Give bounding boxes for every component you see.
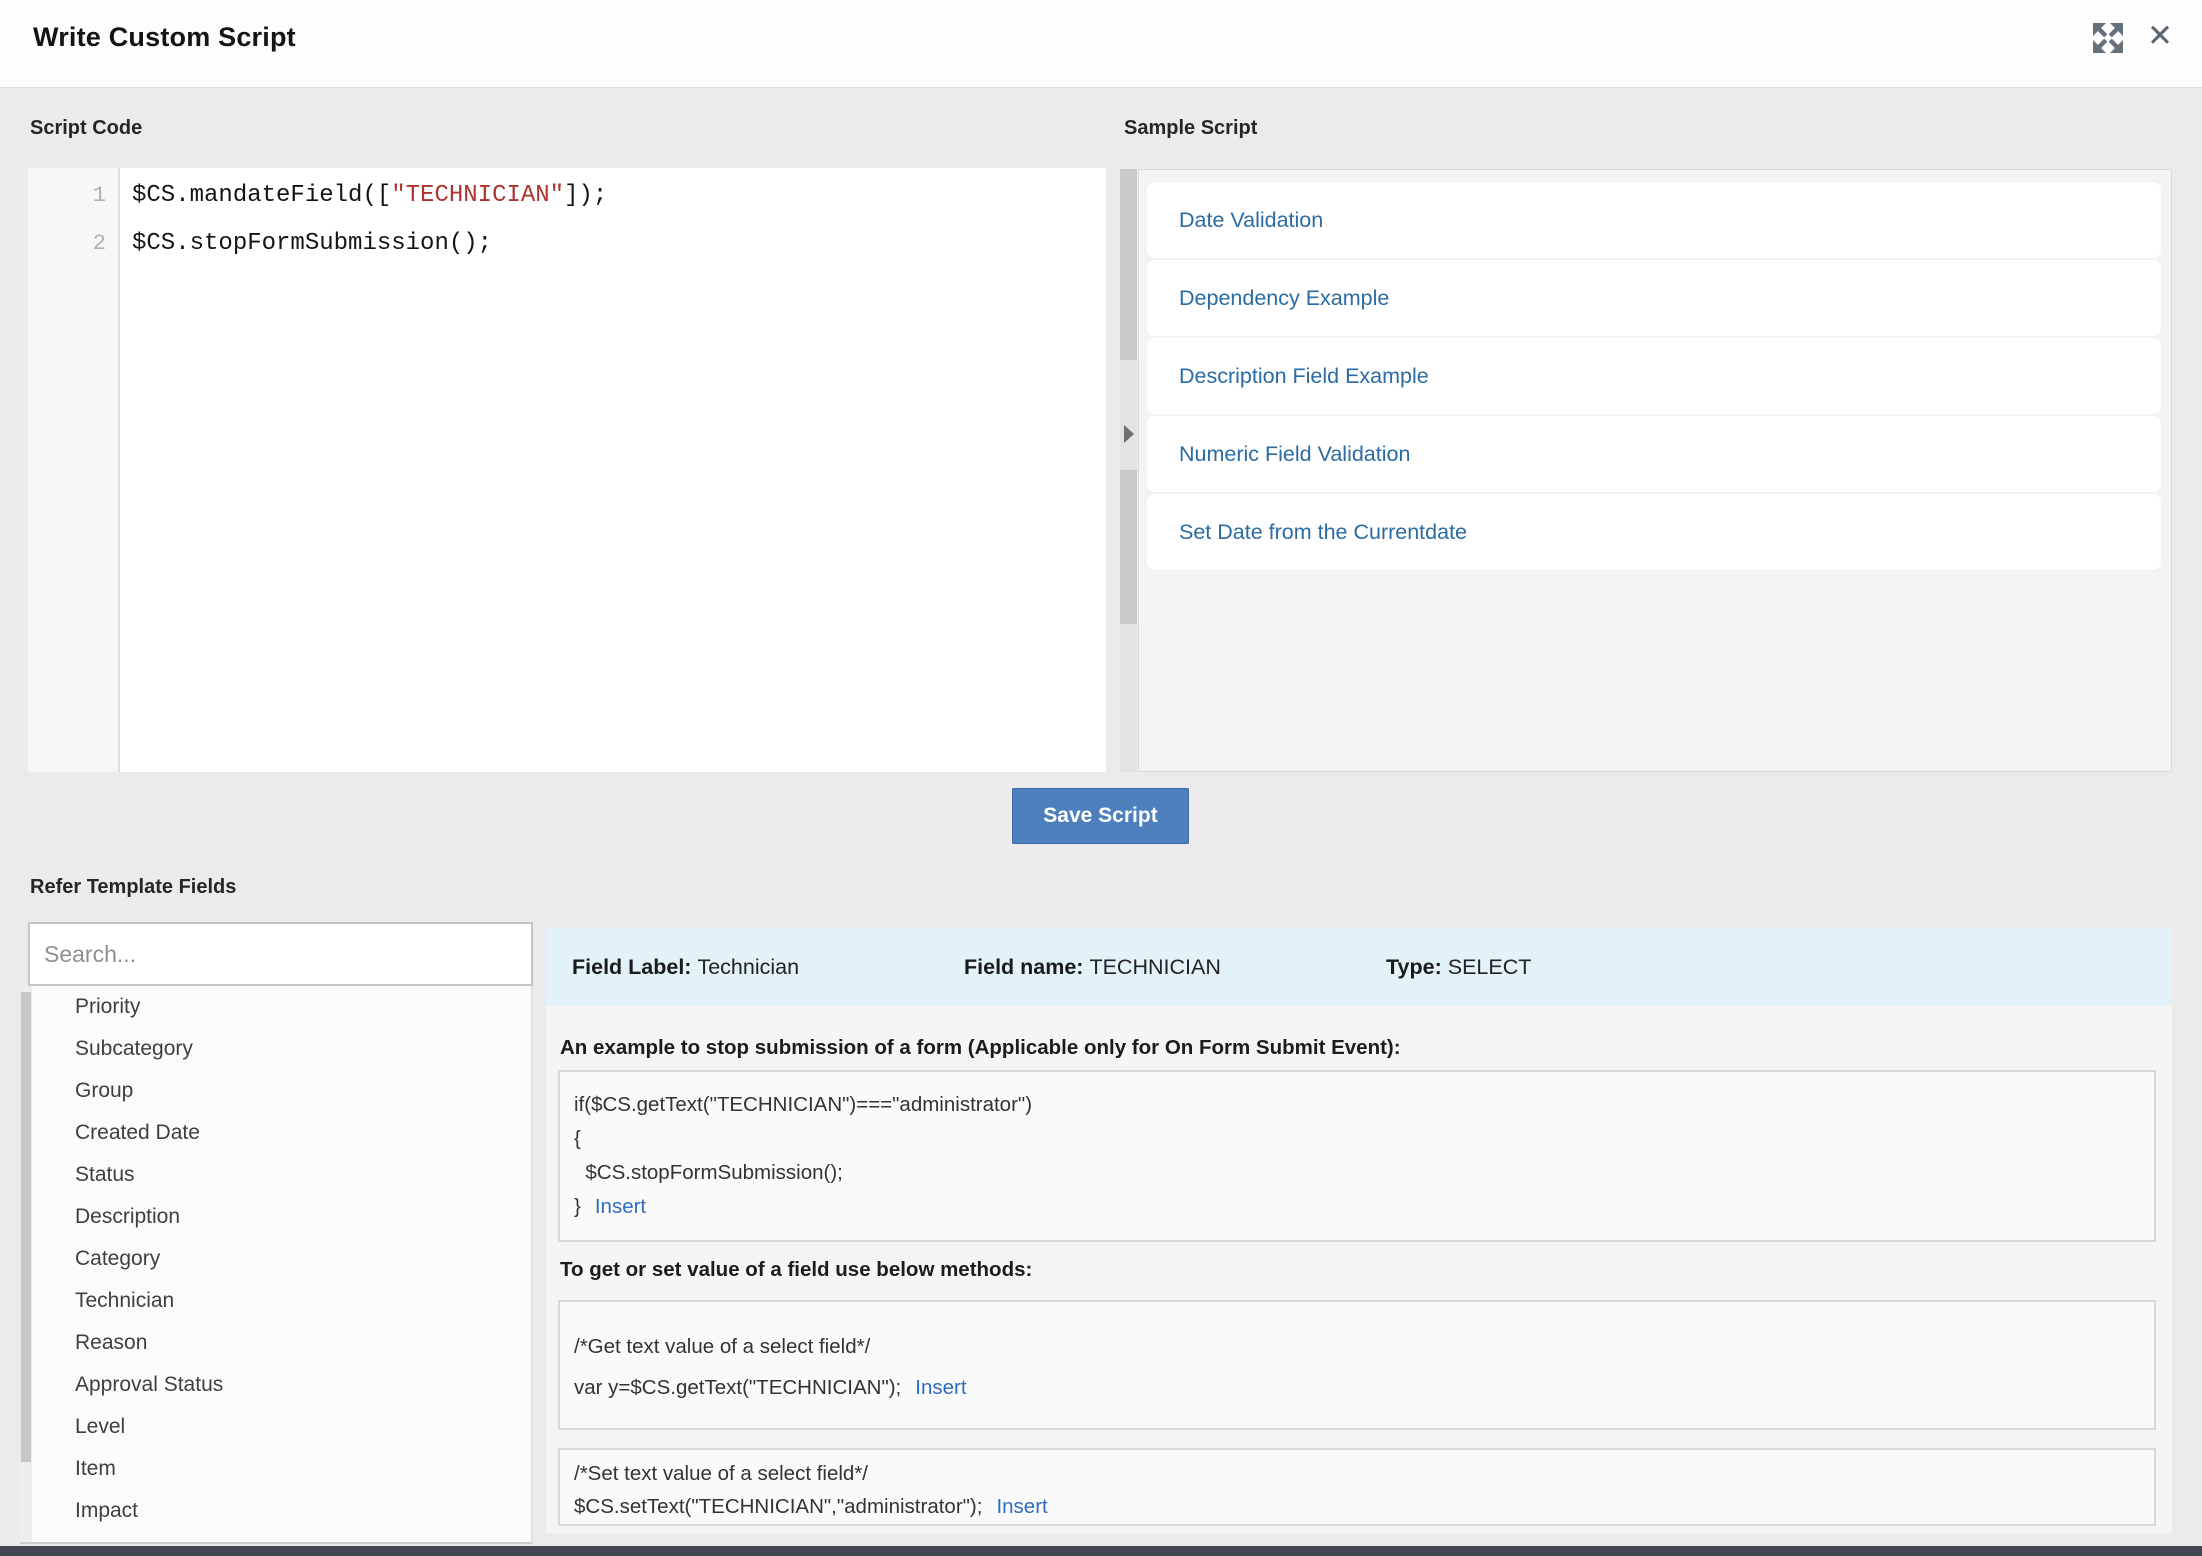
editor-line-number-gutter: 1 2 <box>28 168 120 772</box>
field-name-group: Field name: TECHNICIAN <box>964 928 1221 1006</box>
sample-script-item-numeric-field-validation[interactable]: Numeric Field Validation <box>1147 416 2161 492</box>
code-text: $CS.mandateField([ <box>132 182 392 209</box>
field-item-item[interactable]: Item <box>75 1457 116 1480</box>
code-text: $CS.stopFormSubmission(); <box>132 230 493 257</box>
sample-script-item-date-validation[interactable]: Date Validation <box>1147 182 2161 258</box>
code-comment: /*Get text value of a select field*/ <box>574 1335 871 1358</box>
field-item-approval-status[interactable]: Approval Status <box>75 1373 224 1396</box>
expand-icon[interactable] <box>2088 18 2128 58</box>
splitter-track[interactable] <box>1120 470 1137 624</box>
refer-template-fields-label: Refer Template Fields <box>30 876 237 898</box>
field-item-description[interactable]: Description <box>75 1205 181 1228</box>
sample-script-item-dependency-example[interactable]: Dependency Example <box>1147 260 2161 336</box>
line-number: 2 <box>92 231 106 256</box>
line-number: 1 <box>92 183 106 208</box>
list-scrollbar-thumb[interactable] <box>21 992 31 1462</box>
field-name-value: TECHNICIAN <box>1089 955 1221 979</box>
code-text: $CS.stopFormSubmission(); <box>574 1161 843 1184</box>
field-item-group[interactable]: Group <box>75 1079 134 1102</box>
code-text: ]); <box>564 182 608 209</box>
field-item-level[interactable]: Level <box>75 1415 126 1438</box>
field-type-group: Type: SELECT <box>1386 928 1531 1006</box>
code-text: $CS.setText("TECHNICIAN","administrator"… <box>574 1490 2154 1523</box>
insert-stop-example-link[interactable]: Insert <box>594 1195 647 1218</box>
save-script-button[interactable]: Save Script <box>1012 788 1189 844</box>
stop-submission-heading: An example to stop submission of a form … <box>560 1036 1401 1059</box>
bottom-window-edge <box>0 1546 2202 1556</box>
script-code-label: Script Code <box>30 117 143 139</box>
field-type-value: SELECT <box>1447 955 1532 979</box>
field-label-key: Field Label: <box>572 955 692 979</box>
get-set-heading: To get or set value of a field use below… <box>560 1258 1033 1281</box>
field-type-key: Type: <box>1386 955 1442 979</box>
code-text: { <box>574 1127 581 1150</box>
code-text: if($CS.getText("TECHNICIAN")==="administ… <box>574 1093 1033 1116</box>
set-value-code-box: /*Set text value of a select field*/ $CS… <box>558 1448 2156 1526</box>
template-field-list: Priority Subcategory Group Created Date … <box>20 986 533 1544</box>
code-string: "TECHNICIAN" <box>391 182 565 209</box>
field-label-group: Field Label: Technician <box>572 928 799 1006</box>
code-comment: /*Set text value of a select field*/ <box>574 1462 868 1485</box>
field-item-email-ids-to-notify[interactable]: E-mail Id(s) To Notify <box>32 1532 531 1542</box>
sample-script-item-description-field-example[interactable]: Description Field Example <box>1147 338 2161 414</box>
list-scrollbar[interactable] <box>20 986 32 1542</box>
get-value-code-box: /*Get text value of a select field*/ var… <box>558 1300 2156 1430</box>
field-search-box <box>28 922 533 986</box>
examples-section: An example to stop submission of a form … <box>546 1006 2172 1533</box>
field-item-priority[interactable]: Priority <box>75 995 141 1018</box>
dialog-title: Write Custom Script <box>33 22 296 52</box>
code-text: $CS.setText("TECHNICIAN","administrator"… <box>574 1495 983 1518</box>
sample-script-item-set-date-from-currentdate[interactable]: Set Date from the Currentdate <box>1147 494 2161 570</box>
field-info-bar: Field Label: Technician Field name: TECH… <box>546 928 2172 1006</box>
field-item-created-date[interactable]: Created Date <box>75 1121 200 1144</box>
sample-script-panel: Date Validation Dependency Example Descr… <box>1138 169 2172 772</box>
close-icon[interactable]: ✕ <box>2147 18 2173 53</box>
code-line[interactable]: $CS.mandateField(["TECHNICIAN"]); <box>132 172 1106 220</box>
field-search-input[interactable] <box>30 924 531 984</box>
panel-splitter[interactable] <box>1120 169 1137 772</box>
code-text: } Insert <box>574 1190 2154 1224</box>
insert-set-code-link[interactable]: Insert <box>996 1495 1048 1518</box>
field-item-category[interactable]: Category <box>75 1247 161 1270</box>
code-line[interactable]: $CS.stopFormSubmission(); <box>132 220 1106 268</box>
field-label-value: Technician <box>697 955 800 979</box>
field-item-reason[interactable]: Reason <box>75 1331 148 1354</box>
stop-submission-code-box: if($CS.getText("TECHNICIAN")==="administ… <box>558 1070 2156 1242</box>
field-item-impact[interactable]: Impact <box>75 1499 139 1522</box>
code-text: var y=$CS.getText("TECHNICIAN"); <box>574 1376 902 1399</box>
splitter-track[interactable] <box>1120 169 1137 360</box>
code-text: var y=$CS.getText("TECHNICIAN"); Insert <box>574 1367 2154 1408</box>
collapse-arrow-icon[interactable] <box>1124 425 1134 443</box>
field-name-key: Field name: <box>964 955 1084 979</box>
field-item-subcategory[interactable]: Subcategory <box>75 1037 193 1060</box>
script-code-editor[interactable]: 1 2 $CS.mandateField(["TECHNICIAN"]); $C… <box>28 168 1106 772</box>
field-item-technician[interactable]: Technician <box>75 1289 175 1312</box>
insert-get-code-link[interactable]: Insert <box>915 1376 967 1399</box>
dialog-header: Write Custom Script ✕ <box>0 0 2202 88</box>
field-item-status[interactable]: Status <box>75 1163 135 1186</box>
sample-script-label: Sample Script <box>1124 117 1258 139</box>
code-text: } <box>574 1195 581 1218</box>
